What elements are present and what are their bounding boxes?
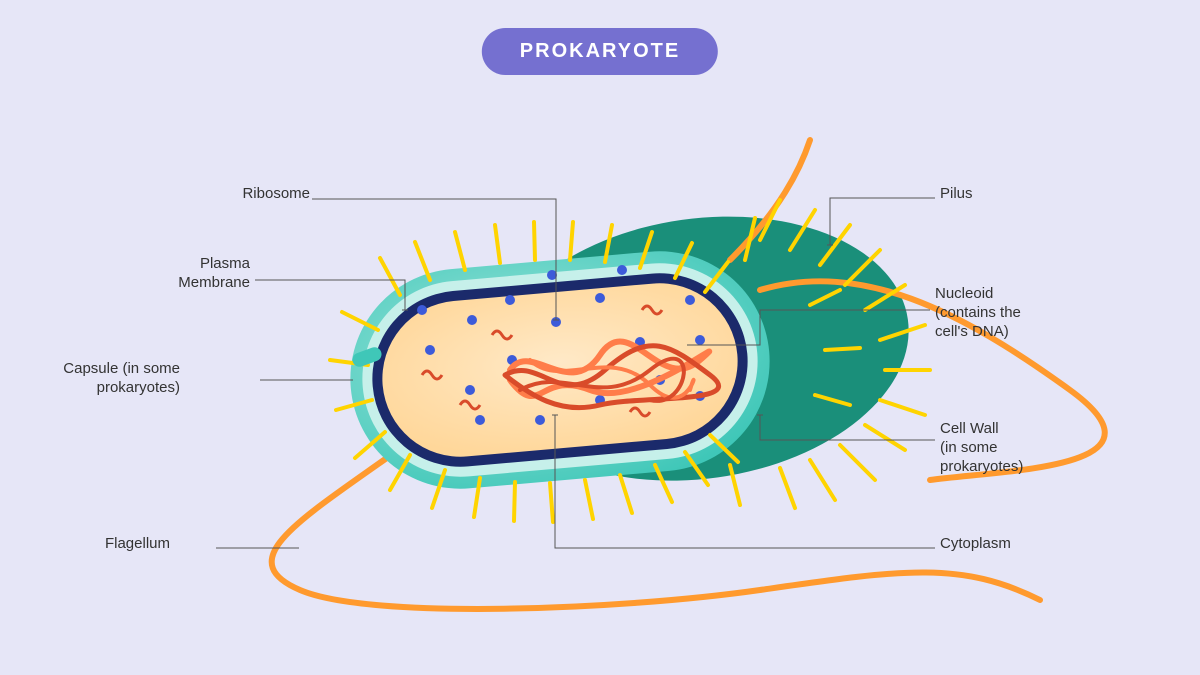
label-cytoplasm: Cytoplasm <box>940 535 1011 554</box>
label-nucleoid: Nucleoid(contains thecell's DNA) <box>935 285 1021 341</box>
label-plasma_membrane: PlasmaMembrane <box>178 255 250 293</box>
label-cell_wall: Cell Wall(in someprokaryotes) <box>940 420 1023 476</box>
label-pilus: Pilus <box>940 185 973 204</box>
label-flagellum: Flagellum <box>105 535 170 554</box>
label-capsule: Capsule (in someprokaryotes) <box>63 360 180 398</box>
label-ribosome: Ribosome <box>242 185 310 204</box>
